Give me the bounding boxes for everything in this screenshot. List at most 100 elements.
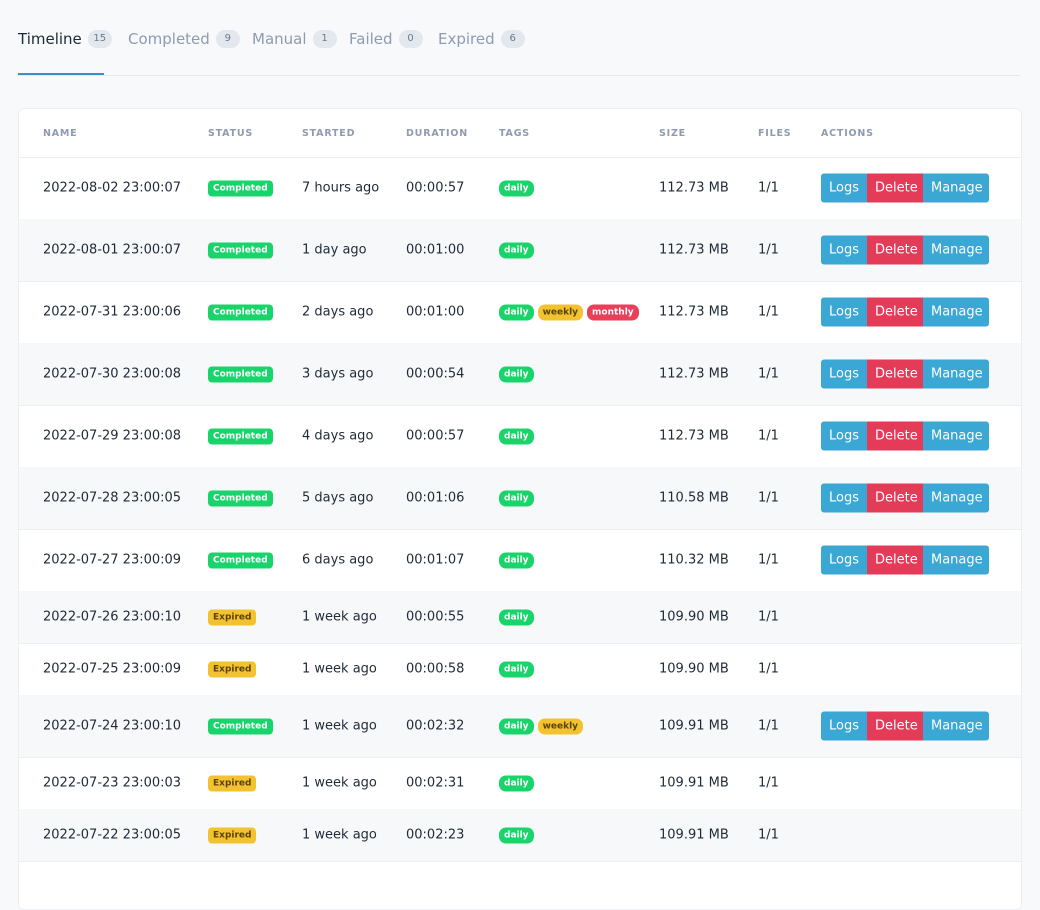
manage-button[interactable]: Manage (923, 235, 989, 265)
logs-button[interactable]: Logs (821, 421, 867, 451)
started-time: 3 days ago (302, 366, 374, 382)
logs-button[interactable]: Logs (821, 545, 867, 575)
tab-label: Expired (438, 30, 495, 48)
tab-expired[interactable]: Expired 6 (438, 26, 525, 52)
tab-bar: Timeline 15 Completed 9 Manual 1 Failed … (18, 0, 1020, 76)
column-header-name: NAME (43, 128, 78, 139)
table-row: 2022-07-30 23:00:08 Completed 3 days ago 00… (19, 343, 1021, 406)
status-cell: Expired (208, 609, 257, 626)
table-row: 2022-08-02 23:00:07 Completed 7 hours ago 0… (19, 157, 1021, 220)
status-badge: Completed (208, 718, 273, 735)
status-cell: Completed (208, 180, 273, 197)
files-value: 1/1 (758, 304, 779, 320)
column-header-tags: TAGS (499, 128, 530, 139)
backup-name: 2022-08-02 23:00:07 (43, 180, 182, 196)
delete-button[interactable]: Delete (867, 545, 923, 575)
tag-badge: daily (499, 428, 534, 445)
size-value: 109.90 MB (659, 609, 729, 625)
tab-completed[interactable]: Completed 9 (128, 26, 240, 52)
tags-cell: daily (499, 552, 538, 569)
tag-badge: daily (499, 661, 534, 678)
column-header-started: STARTED (302, 128, 356, 139)
delete-button[interactable]: Delete (867, 483, 923, 513)
manage-button[interactable]: Manage (923, 421, 989, 451)
delete-button[interactable]: Delete (867, 359, 923, 389)
started-time: 4 days ago (302, 428, 374, 444)
status-badge: Completed (208, 242, 273, 259)
status-badge: Completed (208, 490, 273, 507)
manage-button[interactable]: Manage (923, 297, 989, 327)
backup-name: 2022-07-30 23:00:08 (43, 366, 182, 382)
action-buttons: Logs Delete Manage (821, 483, 989, 513)
table-row: 2022-07-28 23:00:05 Completed 5 days ago 00… (19, 467, 1021, 530)
status-cell: Completed (208, 428, 273, 445)
delete-button[interactable]: Delete (867, 235, 923, 265)
manage-button[interactable]: Manage (923, 711, 989, 741)
files-value: 1/1 (758, 180, 779, 196)
size-value: 109.91 MB (659, 827, 729, 843)
table-row: 2022-07-31 23:00:06 Completed 2 days ago 00… (19, 281, 1021, 344)
status-cell: Expired (208, 661, 257, 678)
logs-button[interactable]: Logs (821, 359, 867, 389)
table-header: NAME STATUS STARTED DURATION TAGS SIZE F… (19, 109, 1021, 158)
manage-button[interactable]: Manage (923, 359, 989, 389)
tags-cell: daily (499, 661, 538, 678)
tab-manual[interactable]: Manual 1 (252, 26, 337, 52)
tag-badge: daily (499, 609, 534, 626)
backup-name: 2022-07-31 23:00:06 (43, 304, 182, 320)
action-buttons: Logs Delete Manage (821, 173, 989, 203)
table-row: 2022-07-23 23:00:03 Expired 1 week ago 00:0… (19, 757, 1021, 810)
action-buttons: Logs Delete Manage (821, 545, 989, 575)
status-badge: Completed (208, 180, 273, 197)
manage-button[interactable]: Manage (923, 173, 989, 203)
delete-button[interactable]: Delete (867, 297, 923, 327)
started-time: 6 days ago (302, 552, 374, 568)
status-cell: Completed (208, 304, 273, 321)
tag-badge: weekly (537, 718, 584, 735)
status-badge: Completed (208, 552, 273, 569)
tag-badge: daily (499, 242, 534, 259)
tag-badge: daily (499, 718, 534, 735)
backup-name: 2022-07-28 23:00:05 (43, 490, 182, 506)
duration-value: 00:02:31 (406, 775, 465, 791)
logs-button[interactable]: Logs (821, 711, 867, 741)
tags-cell: daily (499, 775, 538, 792)
tag-badge: daily (499, 304, 534, 321)
column-header-size: SIZE (659, 128, 686, 139)
logs-button[interactable]: Logs (821, 483, 867, 513)
delete-button[interactable]: Delete (867, 711, 923, 741)
table-row: 2022-07-26 23:00:10 Expired 1 week ago 00:0… (19, 591, 1021, 644)
size-value: 112.73 MB (659, 428, 729, 444)
manage-button[interactable]: Manage (923, 483, 989, 513)
tab-label: Completed (128, 30, 210, 48)
status-cell: Completed (208, 490, 273, 507)
tab-timeline[interactable]: Timeline 15 (18, 26, 112, 52)
tab-count-badge: 1 (312, 30, 337, 48)
tags-cell: daily (499, 490, 538, 507)
logs-button[interactable]: Logs (821, 235, 867, 265)
tag-badge: daily (499, 775, 534, 792)
duration-value: 00:01:00 (406, 304, 465, 320)
logs-button[interactable]: Logs (821, 173, 867, 203)
manage-button[interactable]: Manage (923, 545, 989, 575)
logs-button[interactable]: Logs (821, 297, 867, 327)
duration-value: 00:01:07 (406, 552, 465, 568)
files-value: 1/1 (758, 775, 779, 791)
tags-cell: daily (499, 366, 538, 383)
duration-value: 00:00:54 (406, 366, 465, 382)
status-badge: Completed (208, 304, 273, 321)
tags-cell: daily (499, 180, 538, 197)
delete-button[interactable]: Delete (867, 173, 923, 203)
delete-button[interactable]: Delete (867, 421, 923, 451)
tag-badge: daily (499, 490, 534, 507)
duration-value: 00:02:23 (406, 827, 465, 843)
tab-failed[interactable]: Failed 0 (349, 26, 423, 52)
table-row: 2022-08-01 23:00:07 Completed 1 day ago 00:… (19, 219, 1021, 282)
started-time: 1 week ago (302, 718, 377, 734)
tags-cell: daily weekly (499, 718, 587, 735)
column-header-status: STATUS (208, 128, 254, 139)
status-cell: Expired (208, 775, 257, 792)
duration-value: 00:00:57 (406, 428, 465, 444)
backup-name: 2022-07-24 23:00:10 (43, 718, 182, 734)
column-header-files: FILES (758, 128, 792, 139)
